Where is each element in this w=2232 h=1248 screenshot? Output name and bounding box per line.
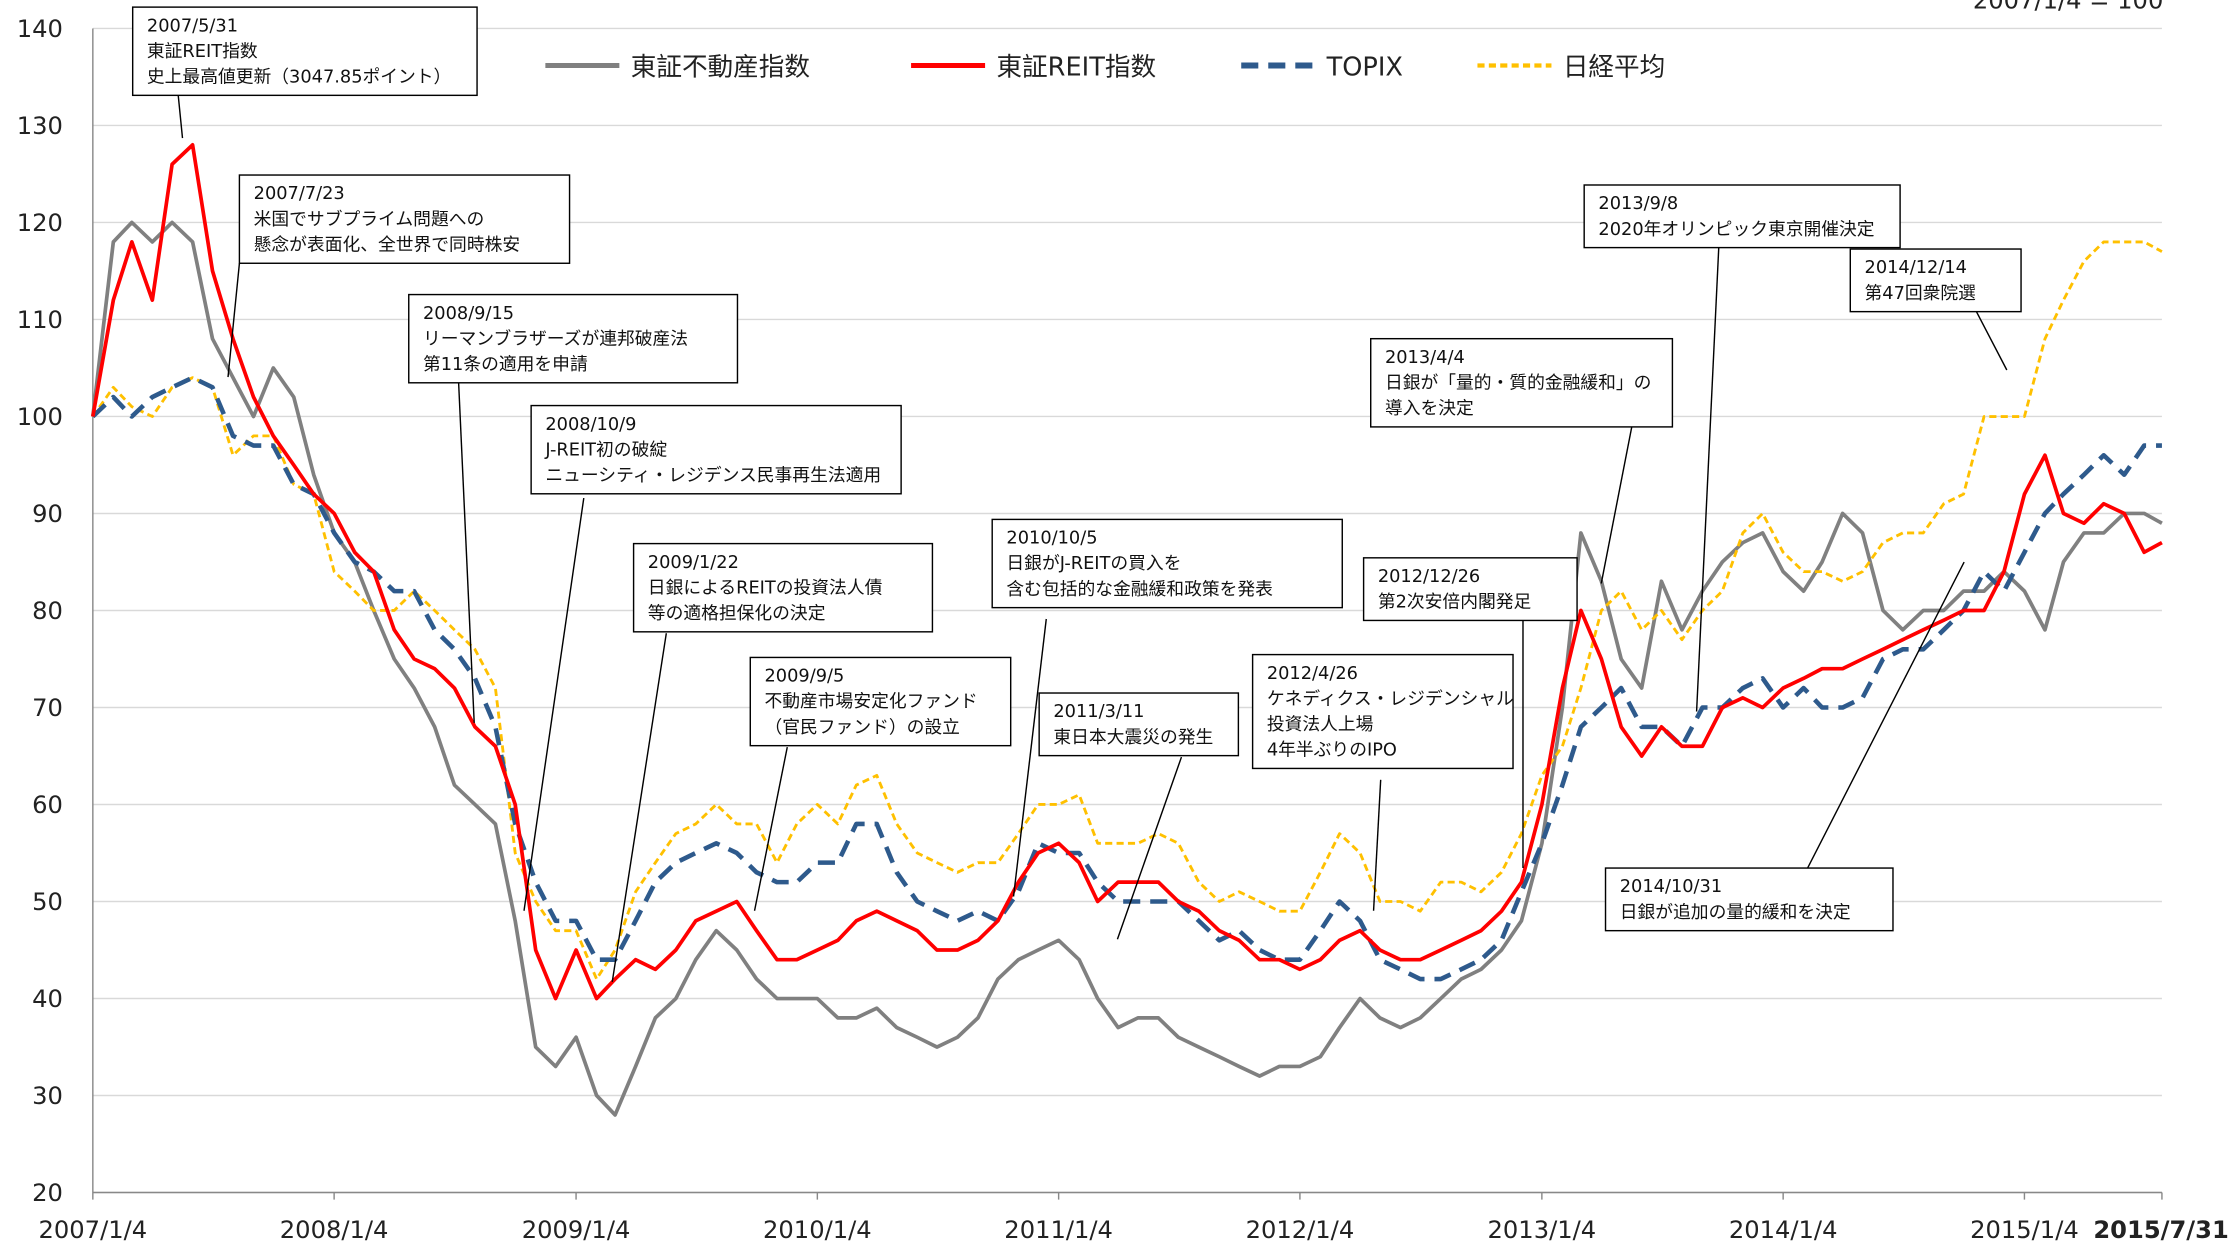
annotation-text: 2014/12/14: [1865, 257, 1967, 278]
y-tick-label: 50: [32, 888, 63, 916]
leader-line: [1012, 618, 1047, 897]
annotation-text: 東日本大震災の発生: [1053, 727, 1213, 748]
annotation-box: [632, 542, 934, 633]
y-tick-label: 40: [32, 985, 63, 1013]
x-tick-label: 2007/1/4: [39, 1216, 148, 1244]
annotation-box: [1849, 248, 2022, 313]
annotation-text: 2008/10/9: [545, 414, 636, 435]
annotation-text: 2014/10/31: [1620, 876, 1722, 897]
annotation-text: 2008/9/15: [423, 303, 514, 324]
note: 2007/1/4 = 100: [1973, 0, 2163, 15]
annotation-text: 2007/7/23: [254, 183, 345, 204]
leader-line: [177, 95, 184, 139]
annotation-text: 2013/4/4: [1385, 347, 1465, 368]
leader-line: [1806, 561, 1965, 869]
leader-line: [1116, 756, 1183, 940]
y-tick-label: 30: [32, 1082, 63, 1110]
annotation-text: 第2次安倍内閣発足: [1378, 592, 1532, 613]
y-tick-label: 130: [17, 112, 63, 140]
annotation-box: [1583, 184, 1901, 249]
y-tick-label: 20: [32, 1179, 63, 1207]
annotation-box: [530, 404, 902, 495]
y-tick-label: 100: [17, 403, 63, 431]
annotation-box: [238, 174, 571, 264]
leader-line: [457, 381, 475, 723]
legend-label: 東証REIT指数: [996, 52, 1156, 82]
annotation-box: [1604, 867, 1894, 932]
legend-label: 日経平均: [1563, 52, 1665, 82]
leader-line: [753, 746, 788, 911]
annotation-text: 2012/12/26: [1378, 566, 1480, 587]
y-tick-label: 80: [32, 597, 63, 625]
annotation-text: 東証REIT指数: [147, 41, 258, 62]
annotation-text: 不動産市場安定化ファンド: [765, 691, 978, 712]
annotation-text: 米国でサブプライム問題への: [254, 208, 485, 230]
annotation-text: 第11条の適用を申請: [423, 354, 588, 375]
annotation-text: リーマンブラザーズが連邦破産法: [423, 327, 688, 349]
annotation-box: [991, 518, 1343, 609]
y-tick-label: 120: [17, 209, 63, 237]
y-tick-label: 90: [32, 500, 63, 528]
annotation-box: [1370, 337, 1674, 428]
annotation-text: 2012/4/26: [1267, 663, 1358, 684]
x-tick-label: 2014/1/4: [1729, 1216, 1838, 1244]
annotation-text: 投資法人上場: [1267, 714, 1374, 735]
annotation-text: 日銀が追加の量的緩和を決定: [1620, 902, 1851, 923]
legend-label: 東証不動産指数: [631, 52, 810, 82]
annotation-box: [131, 6, 478, 97]
leader-line: [1695, 234, 1721, 712]
x-tick-label: 2012/1/4: [1246, 1216, 1355, 1244]
annotation-text: 2020年オリンピック東京開催決定: [1598, 219, 1874, 240]
annotation-text: 等の適格担保化の決定: [648, 603, 826, 624]
y-tick-label: 60: [32, 791, 63, 819]
annotation-text: ニューシティ・レジデンス民事再生法適用: [545, 465, 881, 486]
series-line: [91, 220, 2163, 1117]
series-line: [91, 240, 2163, 981]
annotation-text: 2009/9/5: [765, 666, 845, 687]
annotation-box: [1038, 692, 1240, 757]
annotation-text: （官民ファンド）の設立: [765, 717, 960, 738]
annotation-text: J-REIT初の破綻: [544, 439, 667, 460]
annotation-text: 2009/1/22: [648, 552, 739, 573]
leader-line: [611, 633, 668, 983]
leader-line: [227, 263, 241, 378]
annotation-text: 日銀が「量的・質的金融緩和」の: [1385, 372, 1651, 393]
annotation-text: 懸念が表面化、全世界で同時株安: [254, 233, 520, 255]
x-tick-label: 2011/1/4: [1004, 1216, 1113, 1244]
annotation-box: [749, 656, 1012, 747]
annotation-text: 2011/3/11: [1053, 701, 1144, 722]
annotation-box: [1362, 557, 1578, 622]
annotation-text: 第47回衆院選: [1865, 283, 1977, 304]
annotation-text: 史上最高値更新（3047.85ポイント）: [147, 67, 451, 88]
annotation-text: 4年半ぶりのIPO: [1267, 740, 1397, 761]
leader-line: [1600, 415, 1635, 584]
leader-line: [1372, 779, 1382, 911]
annotation-text: 日銀がJ-REITの買入を: [1006, 553, 1181, 574]
x-tick-label: 2010/1/4: [763, 1216, 872, 1244]
x-tick-label: 2008/1/4: [280, 1216, 389, 1244]
annotation-text: 導入を決定: [1385, 398, 1474, 419]
x-tick-label: 2015/7/31: [2093, 1216, 2228, 1244]
x-tick-label: 2013/1/4: [1488, 1216, 1597, 1244]
series-line: [91, 143, 2163, 1001]
annotation-text: ケネディクス・レジデンシャル: [1267, 688, 1514, 709]
x-tick-label: 2015/1/4: [1970, 1216, 2079, 1244]
annotation-box: [408, 293, 739, 384]
y-tick-label: 70: [32, 694, 63, 722]
series-line: [91, 375, 2162, 982]
y-tick-label: 140: [17, 15, 63, 43]
y-tick-label: 110: [17, 306, 63, 334]
annotation-text: 2013/9/8: [1598, 193, 1678, 214]
annotation-text: 2010/10/5: [1006, 528, 1097, 549]
annotation-text: 日銀によるREITの投資法人債: [648, 577, 883, 598]
leader-line: [1970, 301, 2008, 371]
annotation-box: [1251, 653, 1514, 770]
x-tick-label: 2009/1/4: [522, 1216, 631, 1244]
annotation-text: 2007/5/31: [147, 15, 238, 36]
leader-line: [523, 497, 585, 911]
annotation-text: 含む包括的な金融緩和政策を発表: [1006, 579, 1273, 600]
legend-label: TOPIX: [1326, 52, 1403, 82]
